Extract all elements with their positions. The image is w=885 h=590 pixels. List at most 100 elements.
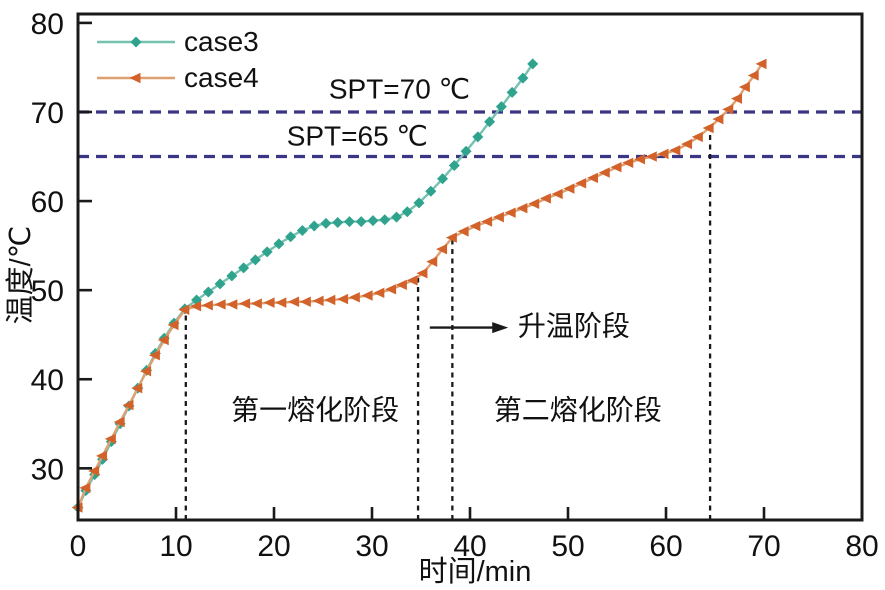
case4-marker xyxy=(104,433,116,445)
case3-marker xyxy=(506,86,518,98)
case3-marker xyxy=(401,206,413,218)
case4-marker xyxy=(481,216,493,227)
legend-item-case4: case4 xyxy=(95,60,259,96)
case4-marker xyxy=(385,284,397,295)
case4-marker xyxy=(416,268,428,279)
case4-marker xyxy=(598,167,610,178)
case3-marker xyxy=(226,270,238,282)
legend: case3 case4 xyxy=(95,24,259,96)
case4-marker xyxy=(731,93,743,104)
case3-marker xyxy=(332,216,344,228)
case4-marker xyxy=(669,145,681,156)
case4-marker xyxy=(96,450,107,462)
case4-marker xyxy=(622,157,634,168)
case3-marker xyxy=(238,262,250,274)
case3-marker xyxy=(214,278,226,290)
y-tick-label: 40 xyxy=(31,364,64,397)
case4-marker xyxy=(722,104,734,115)
heating-stage-arrowhead-icon xyxy=(492,322,509,334)
case4-marker xyxy=(539,193,551,204)
x-tick-label: 70 xyxy=(747,530,780,563)
case4-marker xyxy=(426,256,438,267)
legend-label-case3: case3 xyxy=(184,26,259,57)
case4-marker xyxy=(738,81,750,93)
case4-marker xyxy=(445,232,457,243)
case4-marker xyxy=(691,131,703,143)
case4-marker xyxy=(755,58,767,70)
case4-marker xyxy=(157,334,169,346)
heating-stage-label: 升温阶段 xyxy=(517,310,630,342)
case4-marker xyxy=(504,207,516,218)
case3-marker xyxy=(517,72,529,84)
case4-marker xyxy=(178,304,190,315)
case4-line xyxy=(76,63,764,508)
case4-marker xyxy=(610,162,622,173)
case4-marker xyxy=(79,482,91,494)
case4-marker xyxy=(190,300,202,312)
case3-marker xyxy=(472,131,484,143)
case4-marker xyxy=(337,293,349,305)
case4-marker xyxy=(469,220,481,232)
case4-legend-marker-icon xyxy=(97,72,175,84)
y-axis-title: 温度/℃ xyxy=(5,225,37,325)
case4-marker xyxy=(312,295,324,307)
case3-marker xyxy=(343,216,355,228)
case4-marker xyxy=(586,172,598,184)
case4-marker xyxy=(747,70,759,81)
case4-marker xyxy=(131,382,143,394)
case4-marker xyxy=(528,198,540,209)
first-melting-stage-label: 第一熔化阶段 xyxy=(231,394,400,426)
case3-marker xyxy=(425,185,437,197)
spt65-reference-label: SPT=65 ℃ xyxy=(286,120,428,152)
x-tick-label: 30 xyxy=(355,530,388,563)
case3-marker xyxy=(202,286,214,298)
case4-marker xyxy=(113,416,125,428)
case4-marker xyxy=(395,279,407,291)
case4-marker xyxy=(406,275,418,286)
case4-marker xyxy=(361,290,373,301)
case3-marker xyxy=(413,197,425,209)
case3-marker xyxy=(320,217,332,229)
case3-marker xyxy=(308,220,320,232)
spt70-reference-label: SPT=70 ℃ xyxy=(328,73,471,105)
legend-label-case4: case4 xyxy=(184,62,259,93)
x-tick-label: 0 xyxy=(70,530,87,563)
case4-marker xyxy=(457,226,469,237)
second-melting-stage-label: 第二熔化阶段 xyxy=(493,394,662,426)
x-tick-label: 40 xyxy=(453,530,486,563)
case4-marker xyxy=(516,203,528,214)
case3-marker xyxy=(285,231,297,243)
case3-marker xyxy=(495,101,507,113)
case4-marker xyxy=(436,243,448,255)
case4-marker xyxy=(275,297,287,308)
case4-marker xyxy=(167,319,179,331)
case3-marker xyxy=(261,246,273,258)
case4-marker xyxy=(348,292,360,303)
y-tick-label: 80 xyxy=(31,8,64,41)
case4-marker xyxy=(148,349,160,361)
case4-marker xyxy=(299,296,311,307)
case3-marker xyxy=(527,58,539,70)
case3-marker xyxy=(437,173,449,185)
case3-marker xyxy=(379,214,391,226)
case3-legend-marker xyxy=(130,36,142,48)
case3-marker xyxy=(355,216,367,228)
case4-marker xyxy=(324,294,336,306)
x-tick-label: 10 xyxy=(159,530,192,563)
case4-marker xyxy=(563,183,575,194)
legend-item-case3: case3 xyxy=(95,24,259,60)
y-tick-label: 60 xyxy=(31,186,64,219)
case4-marker xyxy=(201,300,213,311)
case3-marker xyxy=(296,224,308,236)
x-tick-label: 50 xyxy=(551,530,584,563)
case4-marker xyxy=(712,113,724,125)
case3-marker xyxy=(484,116,496,128)
case4-marker xyxy=(575,178,587,189)
case4-marker xyxy=(214,299,226,310)
case4-legend-marker xyxy=(129,72,141,84)
case3-marker xyxy=(391,211,402,223)
case4-marker xyxy=(250,298,262,309)
case4-marker xyxy=(551,188,563,200)
